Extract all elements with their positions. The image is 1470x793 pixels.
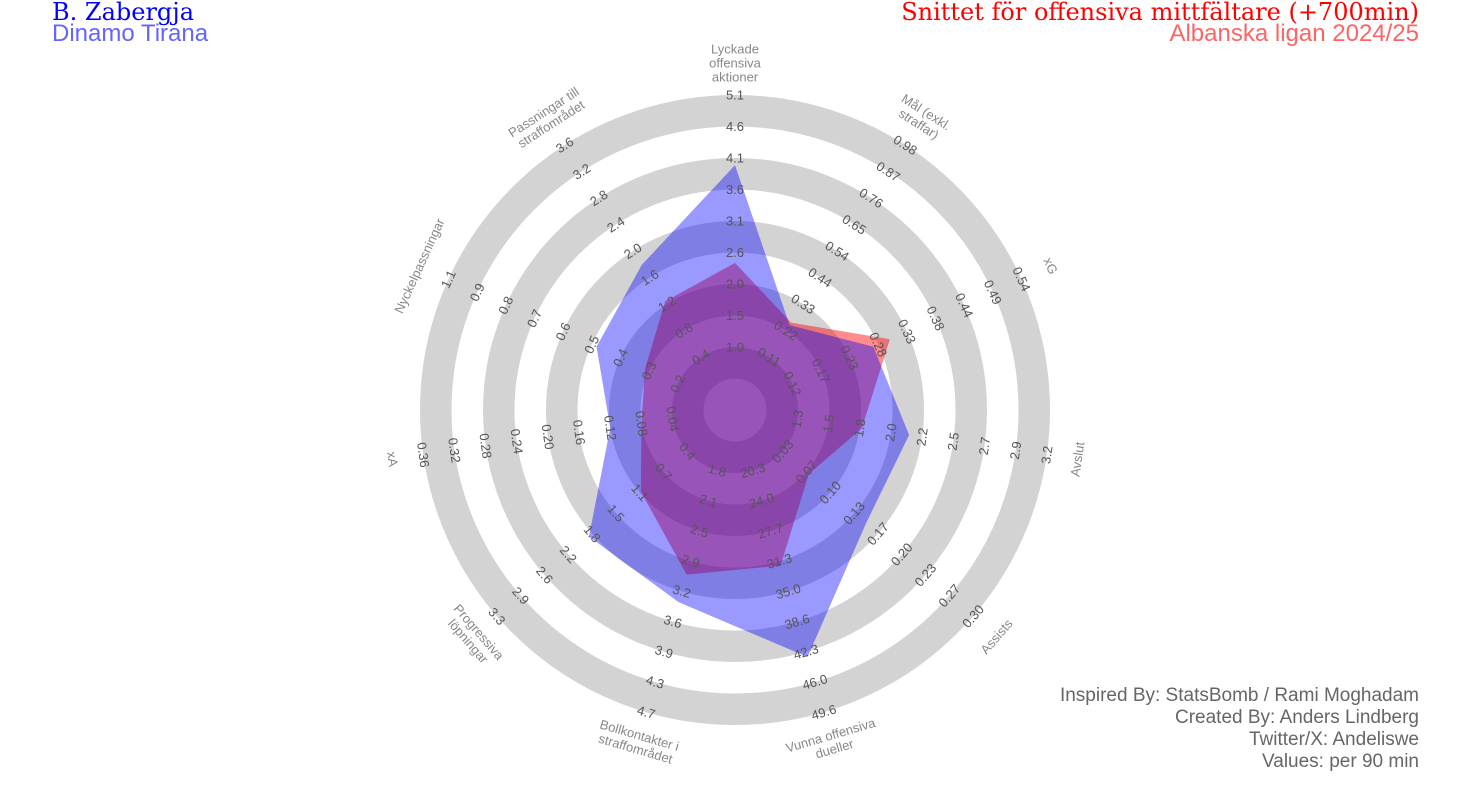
tick-label: 2.6	[726, 245, 744, 260]
tick-label: 42.3	[792, 641, 821, 663]
credits: Inspired By: StatsBomb / Rami Moghadam C…	[1060, 685, 1419, 773]
param-label: Vunna offensivadueller	[784, 715, 882, 769]
tick-label: 46.0	[801, 671, 830, 693]
tick-label: 4.6	[726, 119, 744, 134]
param-label: Nyckelpassningar	[391, 215, 448, 315]
player-name: B. Zabergja	[52, 0, 195, 26]
param-label-line: Avslut	[1068, 440, 1088, 477]
tick-label: 38.6	[783, 611, 812, 633]
team-name: Dinamo Tirana	[52, 20, 209, 47]
radar-ring	[546, 221, 924, 599]
tick-label: 3.6	[726, 182, 744, 197]
tick-label: 3.9	[653, 642, 675, 661]
tick-label: 0.20	[539, 423, 557, 450]
tick-label: 0.8	[495, 294, 516, 317]
tick-label: 0.3	[638, 359, 659, 382]
comparison-subtitle: Albanska ligan 2024/25	[1169, 20, 1419, 47]
tick-label: 0.7	[524, 307, 545, 330]
tick-label: 1.5	[820, 413, 837, 433]
tick-label: 0.2	[667, 372, 688, 395]
radar-ring	[609, 284, 861, 536]
param-label: xG	[1040, 255, 1061, 276]
param-label-line: xA	[384, 451, 401, 468]
tick-label: 27.7	[756, 520, 785, 542]
tick-label: 2.0	[882, 422, 899, 442]
tick-label: 0.12	[601, 414, 619, 441]
credit-created: Created By: Anders Lindberg	[1175, 707, 1419, 728]
tick-label: 0.16	[570, 419, 588, 446]
param-label-line: Nyckelpassningar	[391, 215, 448, 315]
param-label: Lyckade offensiva aktioner	[709, 42, 762, 85]
tick-label: 2.5	[945, 431, 962, 451]
tick-label: 2.9	[1007, 440, 1024, 460]
credit-values: Values: per 90 min	[1261, 751, 1419, 772]
tick-label: 0.9	[467, 281, 488, 304]
player-polygon	[588, 165, 910, 658]
tick-label: 0.36	[414, 441, 432, 468]
param-label-line: offensiva	[709, 56, 762, 71]
tick-label: 4.7	[635, 702, 657, 721]
param-label: Bollkontakter istraffområdet	[594, 717, 681, 768]
tick-label: 3.2	[671, 582, 693, 601]
average-polygon	[640, 262, 890, 575]
tick-label: 2.7	[976, 436, 993, 456]
param-label-line: Lyckade	[711, 42, 759, 57]
tick-label: 5.1	[726, 88, 744, 103]
tick-label: 4.1	[726, 151, 744, 166]
tick-label: 35.0	[774, 581, 803, 603]
tick-label: 0.32	[445, 437, 463, 464]
tick-label: 1.5	[726, 308, 744, 323]
tick-label: 0.08	[632, 410, 650, 437]
tick-label: 24.0	[747, 490, 776, 512]
tick-label: 1.8	[851, 418, 868, 438]
tick-label: 2.9	[680, 551, 702, 570]
param-label-line: xG	[1040, 255, 1061, 276]
radar-ring	[483, 158, 987, 662]
tick-label: 1.8	[706, 461, 728, 480]
tick-label: 1.0	[726, 340, 744, 355]
tick-label: 0.4	[610, 346, 631, 369]
tick-label: 31.3	[765, 550, 794, 572]
tick-label: 0.5	[581, 333, 602, 356]
tick-label: 2.0	[726, 277, 744, 292]
tick-label: 49.6	[809, 701, 838, 723]
radar-ring	[420, 95, 1050, 725]
tick-label: 20.3	[738, 460, 767, 482]
tick-label: 4.3	[644, 672, 666, 691]
tick-label: 3.1	[726, 214, 744, 229]
tick-label: 0.28	[476, 432, 494, 459]
tick-label: 3.2	[1038, 445, 1055, 465]
param-label: Avslut	[1068, 440, 1088, 477]
comparison-title: Snittet för offensiva mittfältare (+700m…	[901, 0, 1419, 26]
tick-label: 0.24	[508, 428, 526, 455]
tick-label: 3.6	[662, 612, 684, 631]
tick-label: 2.5	[689, 521, 711, 540]
param-label-line: Assists	[977, 616, 1016, 657]
param-label-line: aktioner	[712, 70, 759, 85]
radar-ring	[672, 347, 798, 473]
credit-twitter: Twitter/X: Andeliswe	[1248, 729, 1419, 750]
tick-label: 2.2	[913, 427, 930, 447]
tick-label: 0.6	[553, 320, 574, 343]
param-label: Assists	[977, 616, 1016, 657]
tick-label: 1.1	[438, 268, 459, 291]
tick-label: 1.3	[789, 409, 806, 429]
tick-label: 2.1	[698, 491, 720, 510]
param-label: xA	[384, 451, 401, 468]
tick-label: 0.04	[663, 405, 681, 432]
credit-inspired: Inspired By: StatsBomb / Rami Moghadam	[1059, 685, 1419, 706]
